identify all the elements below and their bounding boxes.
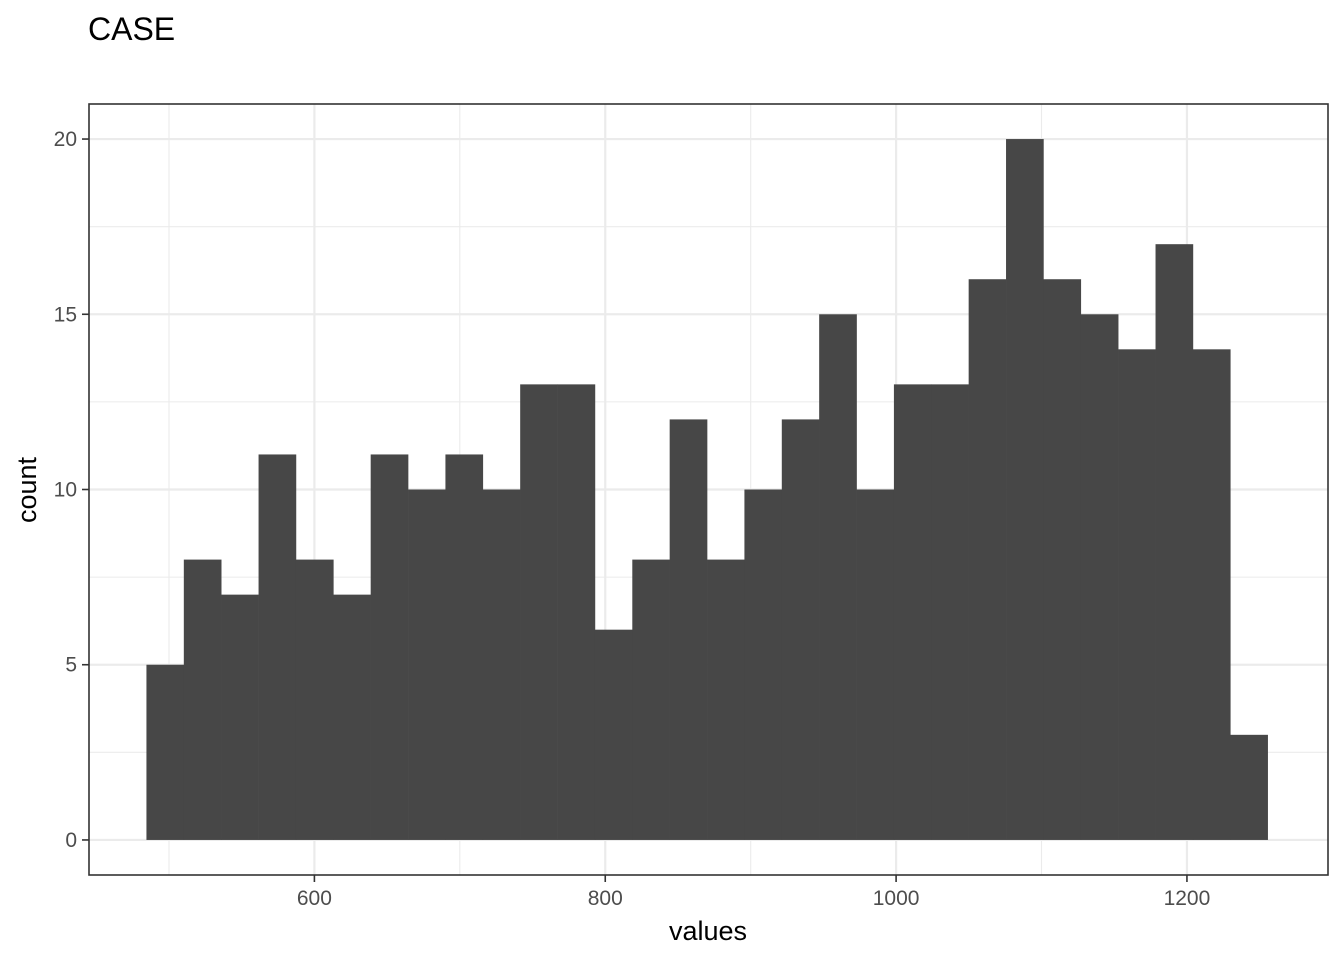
x-axis-label: values <box>669 916 747 946</box>
x-tick-label: 600 <box>297 887 332 910</box>
histogram-bar <box>669 419 708 840</box>
histogram-bars <box>146 139 1268 840</box>
histogram-bar <box>408 489 446 840</box>
histogram-bar <box>557 384 596 840</box>
histogram-bar <box>744 489 783 840</box>
histogram-bar <box>183 559 222 840</box>
histogram-bar <box>482 489 521 840</box>
histogram-bar <box>968 279 1007 840</box>
x-tick-label: 1200 <box>1164 887 1211 910</box>
y-tick-label: 5 <box>65 654 77 677</box>
histogram-bar <box>893 384 932 840</box>
histogram-bar <box>258 454 297 840</box>
histogram-bar <box>370 454 409 840</box>
histogram-bar <box>1118 349 1156 840</box>
chart-title: CASE <box>88 11 175 47</box>
histogram-bar <box>856 489 895 840</box>
histogram-bar <box>1043 279 1082 840</box>
histogram-bar <box>1192 349 1231 840</box>
histogram-bar <box>632 559 670 840</box>
y-tick-label: 10 <box>54 479 77 502</box>
y-axis: 0 5 10 15 20 <box>54 128 89 852</box>
histogram-bar <box>1155 244 1194 840</box>
histogram-bar <box>1006 139 1044 840</box>
histogram-bar <box>819 314 857 840</box>
histogram-bar <box>333 594 371 840</box>
histogram-bar <box>707 559 745 840</box>
y-axis-label: count <box>12 456 42 523</box>
histogram-bar <box>931 384 969 840</box>
histogram-bar <box>1080 314 1119 840</box>
x-tick-label: 800 <box>588 887 623 910</box>
histogram-bar <box>520 384 558 840</box>
y-tick-label: 15 <box>54 303 77 326</box>
histogram-bar <box>295 559 334 840</box>
histogram-bar <box>1230 734 1268 840</box>
x-axis: 600 800 1000 1200 <box>297 875 1210 910</box>
x-tick-label: 1000 <box>873 887 920 910</box>
histogram-bar <box>445 454 484 840</box>
histogram-bar <box>221 594 259 840</box>
histogram-bar <box>781 419 820 840</box>
y-tick-label: 0 <box>65 829 77 852</box>
histogram-bar <box>146 664 185 840</box>
histogram-bar <box>594 629 633 840</box>
y-tick-label: 20 <box>54 128 77 151</box>
